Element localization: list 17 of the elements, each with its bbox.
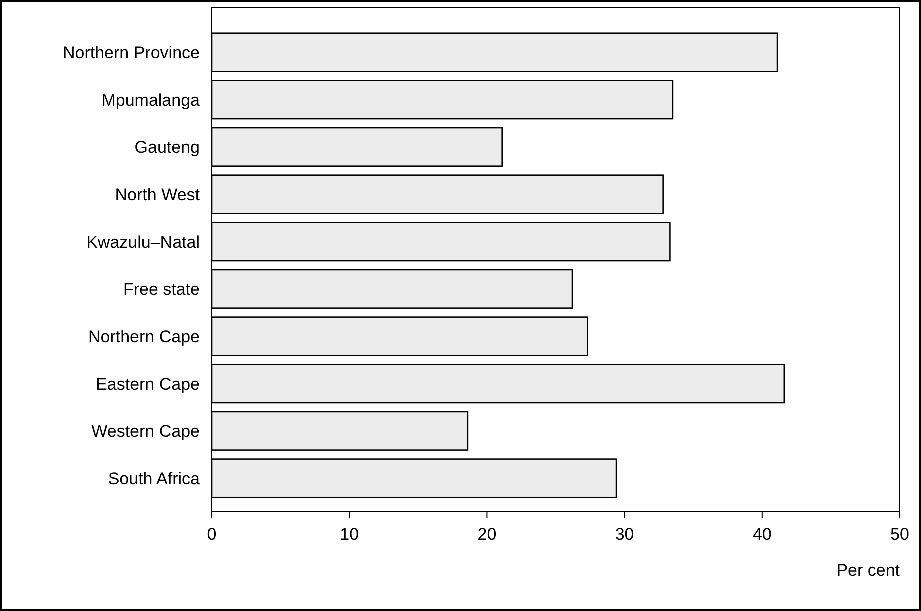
x-tick-label: 10: [340, 525, 360, 544]
y-tick-label: Gauteng: [134, 138, 200, 158]
y-tick-label: Free state: [123, 280, 200, 300]
x-tick-label: 40: [752, 525, 772, 544]
y-tick-label: Northern Province: [62, 43, 200, 62]
x-tick-label: 20: [478, 525, 497, 544]
y-tick-label: Kwazulu–Natal: [86, 232, 200, 252]
y-tick-label: North West: [115, 185, 200, 204]
x-tick-label: 30: [615, 525, 634, 544]
x-axis-title: Per cent: [836, 561, 900, 580]
y-tick-label: South Africa: [108, 469, 201, 488]
x-tick-label: 50: [890, 525, 910, 544]
y-tick-label: Eastern Cape: [96, 374, 200, 394]
y-tick-label: Northern Cape: [88, 327, 200, 346]
y-tick-label: Western Cape: [92, 422, 200, 442]
x-tick-label: 0: [207, 525, 217, 544]
y-tick-label: Mpumalanga: [102, 90, 201, 110]
